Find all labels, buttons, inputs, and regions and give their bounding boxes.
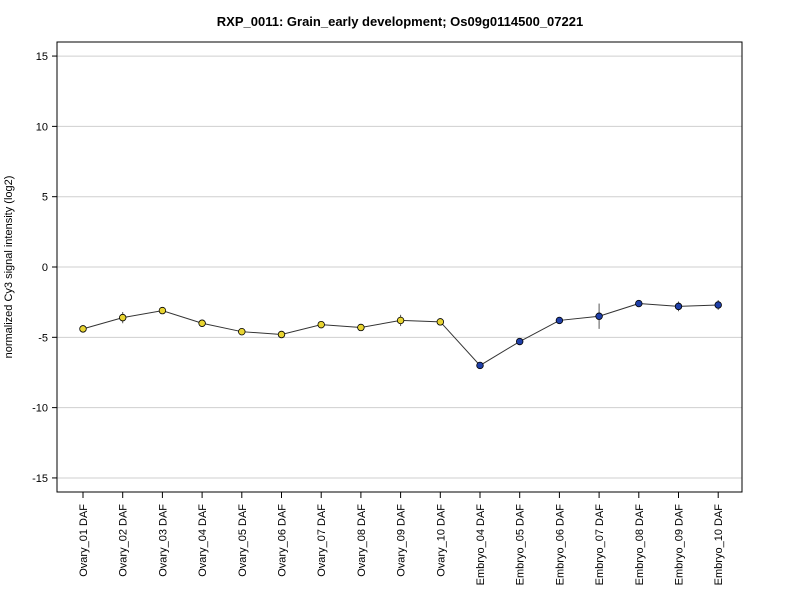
x-tick-label: Ovary_01 DAF	[78, 504, 90, 577]
data-point	[635, 299, 643, 308]
x-axis: Ovary_01 DAF Ovary_02 DAF Ovary_03 DAF Ovar…	[78, 492, 725, 585]
data-point	[79, 325, 87, 333]
x-tick-label: Embryo_07 DAF	[594, 504, 606, 586]
x-tick-label: Ovary_02 DAF	[118, 504, 130, 577]
data-point	[158, 306, 167, 315]
series-line	[82, 303, 719, 367]
data-point	[277, 330, 286, 339]
x-tick-label: Embryo_10 DAF	[713, 504, 725, 586]
series	[79, 299, 722, 370]
y-tick-label: -15	[32, 473, 48, 485]
gridlines	[57, 55, 742, 479]
x-tick-label: Ovary_03 DAF	[157, 504, 169, 577]
y-tick-label: 0	[42, 262, 48, 274]
data-point	[198, 319, 206, 327]
data-point	[516, 337, 524, 346]
data-point	[396, 316, 405, 325]
x-tick-label: Ovary_04 DAF	[197, 504, 209, 577]
x-tick-label: Ovary_05 DAF	[237, 504, 249, 577]
x-tick-label: Ovary_08 DAF	[356, 504, 368, 577]
data-point	[476, 361, 484, 370]
data-point	[118, 313, 127, 322]
data-point	[317, 320, 325, 329]
x-tick-label: Embryo_09 DAF	[674, 504, 686, 586]
y-tick-label: -10	[32, 403, 48, 415]
y-tick-label: 15	[36, 51, 48, 63]
data-point	[436, 318, 444, 326]
data-point	[238, 327, 246, 336]
x-tick-label: Ovary_06 DAF	[277, 504, 289, 577]
data-point	[595, 312, 603, 320]
data-point	[357, 323, 365, 332]
y-axis: -15 -10 -5 0 5 10 15	[32, 51, 57, 485]
x-tick-label: Embryo_05 DAF	[515, 504, 527, 586]
data-point	[714, 301, 722, 309]
x-tick-label: Ovary_09 DAF	[396, 504, 408, 577]
y-tick-label: -5	[38, 332, 48, 344]
data-point	[674, 302, 683, 311]
y-axis-label: normalized Cy3 signal intensity (log2)	[3, 176, 15, 359]
x-tick-label: Embryo_08 DAF	[634, 504, 646, 586]
x-tick-label: Embryo_06 DAF	[554, 504, 566, 586]
y-tick-label: 5	[42, 192, 48, 204]
chart-title: RXP_0011: Grain_early development; Os09g…	[217, 14, 583, 29]
data-point	[555, 316, 564, 325]
y-tick-label: 10	[36, 121, 48, 133]
x-tick-label: Ovary_07 DAF	[316, 504, 328, 577]
x-tick-label: Ovary_10 DAF	[435, 504, 447, 577]
x-tick-label: Embryo_04 DAF	[475, 504, 487, 586]
